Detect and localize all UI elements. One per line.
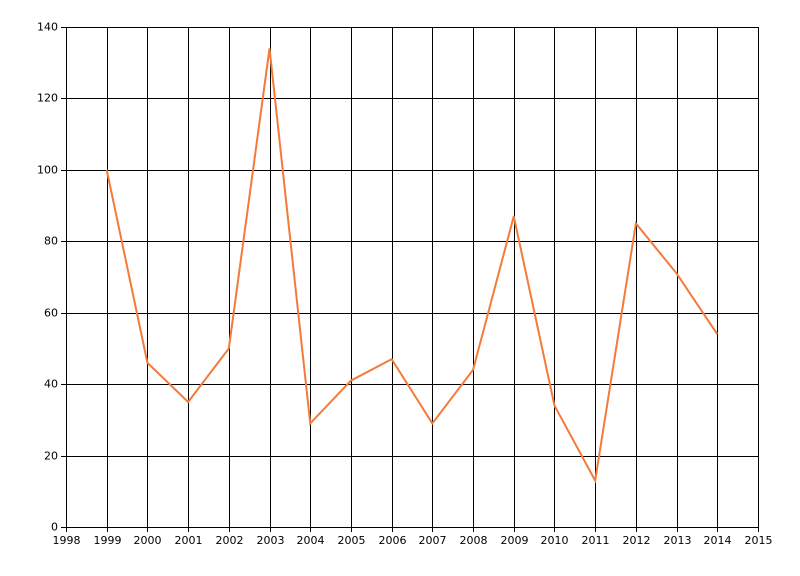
y-tick-label: 80	[44, 235, 58, 248]
x-tick-label: 2014	[704, 534, 732, 547]
y-tick-label: 140	[37, 21, 58, 34]
x-tick-label: 2008	[460, 534, 488, 547]
y-tick-label: 40	[44, 378, 58, 391]
y-tick-label: 60	[44, 307, 58, 320]
y-tick-label: 120	[37, 92, 58, 105]
x-tick-label: 2009	[501, 534, 529, 547]
x-tick-label: 2012	[623, 534, 651, 547]
x-tick-label: 2013	[664, 534, 692, 547]
x-tick-label: 2010	[541, 534, 569, 547]
x-tick-label: 2002	[216, 534, 244, 547]
x-tick-label: 2007	[419, 534, 447, 547]
x-tick-label: 2015	[745, 534, 773, 547]
x-tick-label: 2000	[134, 534, 162, 547]
x-tick-label: 1999	[94, 534, 122, 547]
data-line	[105, 48, 719, 484]
y-tick-label: 0	[51, 521, 58, 534]
x-tick-label: 2011	[582, 534, 610, 547]
x-tick-label: 2006	[379, 534, 407, 547]
y-tick-label: 20	[44, 450, 58, 463]
x-tick-label: 2001	[175, 534, 203, 547]
x-tick-label: 2003	[257, 534, 285, 547]
y-tick-label: 100	[37, 164, 58, 177]
x-tick-label: 2005	[338, 534, 366, 547]
x-tick-label: 2004	[297, 534, 325, 547]
x-tick-label: 1998	[53, 534, 81, 547]
